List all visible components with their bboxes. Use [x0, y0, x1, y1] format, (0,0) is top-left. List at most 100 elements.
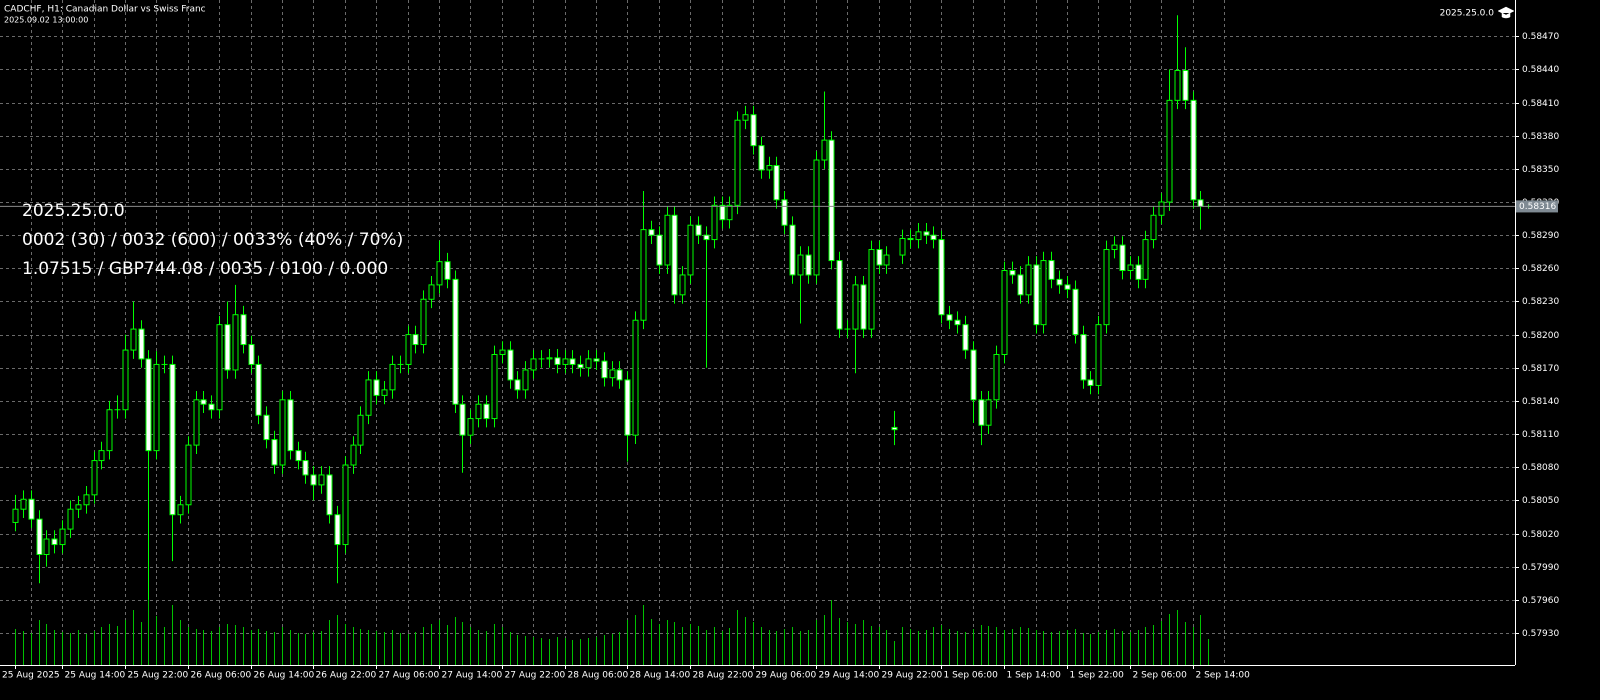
candle-body [569, 358, 576, 365]
candle-body [852, 284, 859, 330]
info-line: 0002 (30) / 0032 (600) / 0033% (40% / 70… [22, 230, 403, 250]
candle-body [83, 494, 90, 506]
candle-body [310, 474, 317, 486]
y-tick-label: 0.58110 [1522, 430, 1559, 440]
info-line: 1.07515 / GBP744.08 / 0035 / 0100 / 0.00… [22, 259, 388, 279]
candle-body [930, 234, 937, 241]
candle-body [601, 360, 608, 379]
candle-body [350, 444, 357, 466]
volume-layer [15, 595, 1209, 665]
x-tick-label: 2 Sep 14:00 [1196, 671, 1251, 681]
candle-body [491, 353, 498, 420]
candle-body [436, 261, 443, 286]
x-tick-label: 25 Aug 2025 [2, 671, 60, 681]
candle-body [483, 403, 490, 420]
candle-body [546, 357, 553, 360]
candle-body [766, 165, 773, 171]
candle-body [1064, 284, 1071, 290]
y-tick-label: 0.58440 [1522, 65, 1559, 75]
candle-body [781, 199, 788, 226]
chart-subtitle: 2025.09.02 13:00:00 [4, 16, 88, 25]
candle-body [758, 145, 765, 171]
x-tick-label: 1 Sep 22:00 [1070, 671, 1125, 681]
candle-body [412, 334, 419, 346]
candle-body [1048, 260, 1055, 280]
candle-body [719, 204, 726, 221]
candle-body [1150, 214, 1157, 241]
candle-body [318, 474, 325, 486]
candle-body [193, 399, 200, 446]
candle-body [444, 261, 451, 280]
candle-body [365, 379, 372, 416]
candle-body [671, 214, 678, 296]
x-tick-label: 29 Aug 14:00 [819, 671, 880, 681]
candle-body [946, 314, 953, 321]
candle-body [1166, 99, 1173, 203]
candle-body [271, 439, 278, 466]
candle-body [59, 528, 66, 546]
candle-body [499, 349, 506, 355]
version-label: 2025.25.0.0 [1440, 9, 1495, 19]
candle-body [334, 514, 341, 546]
candle-body [773, 165, 780, 201]
candle-body [813, 159, 820, 276]
candle-body [648, 229, 655, 236]
candle-body [562, 358, 569, 365]
grid [0, 0, 1515, 665]
candle-body [1033, 264, 1040, 326]
candle-body [145, 358, 152, 452]
candle-body [20, 498, 27, 510]
x-tick-label: 26 Aug 06:00 [191, 671, 252, 681]
x-tick-label: 27 Aug 22:00 [505, 671, 566, 681]
candle-body [915, 231, 922, 241]
candle-body [75, 504, 82, 510]
candle-body [51, 538, 58, 546]
last-price-box [1516, 200, 1558, 213]
candle-body [91, 460, 98, 496]
candle-layer [12, 15, 1212, 600]
candle-body [342, 464, 349, 546]
y-tick-label: 0.58260 [1522, 264, 1559, 274]
candle-body [1056, 278, 1063, 286]
candle-body [200, 399, 207, 405]
candle-body [232, 314, 239, 371]
candle-body [1190, 99, 1197, 201]
candle-body [381, 389, 388, 396]
candle-body [923, 231, 930, 236]
candle-body [656, 234, 663, 266]
candle-body [98, 450, 105, 462]
candle-body [420, 298, 427, 346]
candle-body [938, 239, 945, 316]
candle-body [876, 249, 883, 266]
candle-body [1040, 260, 1047, 326]
candle-body [954, 319, 961, 326]
x-tick-label: 26 Aug 22:00 [316, 671, 377, 681]
y-tick-label: 0.57990 [1522, 563, 1559, 573]
y-tick-label: 0.58050 [1522, 496, 1559, 506]
candle-body [326, 474, 333, 516]
candle-body [530, 358, 537, 371]
candle-body [459, 403, 466, 436]
candle-body [1017, 274, 1024, 296]
y-tick-label: 0.58350 [1522, 165, 1559, 175]
candle-body [742, 114, 749, 121]
candle-body [208, 403, 215, 411]
candle-body [1080, 334, 1087, 381]
candle-body [240, 314, 247, 346]
candle-body [907, 237, 914, 241]
candle-body [169, 363, 176, 516]
candle-body [1197, 199, 1204, 207]
candle-body [616, 369, 623, 381]
candle-body [475, 403, 482, 420]
candle-body [679, 274, 686, 296]
candle-body [263, 414, 270, 441]
candle-body [216, 324, 223, 411]
y-tick-label: 0.58470 [1522, 32, 1559, 42]
y-tick-label: 0.58290 [1522, 231, 1559, 241]
candle-body [389, 363, 396, 391]
x-tick-label: 1 Sep 14:00 [1007, 671, 1062, 681]
y-tick-label: 0.57960 [1522, 596, 1559, 606]
candle-body [248, 344, 255, 365]
candle-body [703, 234, 710, 241]
